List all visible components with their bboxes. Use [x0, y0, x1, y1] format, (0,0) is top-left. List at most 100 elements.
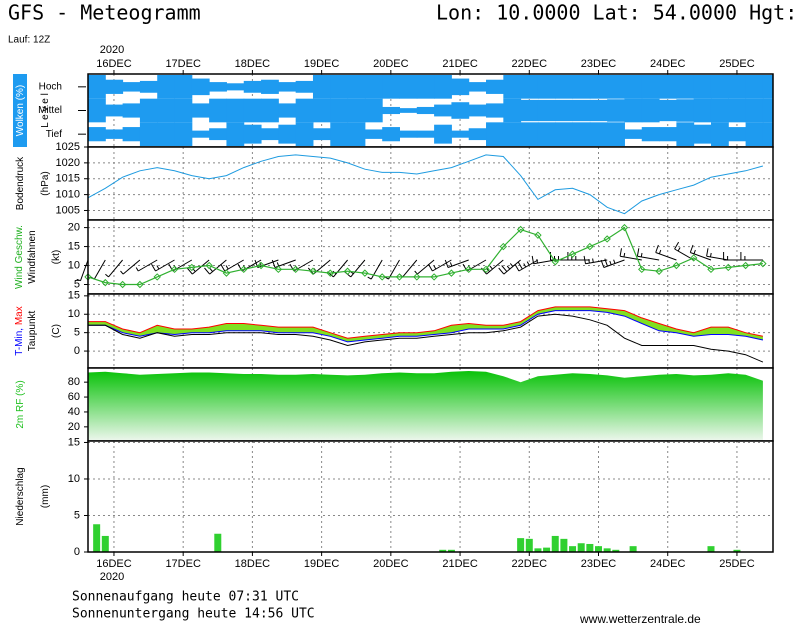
wind-marker	[309, 267, 317, 275]
y-tick-label: 15	[68, 290, 80, 302]
y-tick-label: 1020	[56, 157, 80, 169]
x-tick-label: 24DEC	[650, 558, 686, 570]
cloud-cell	[278, 103, 297, 118]
y-axis-label: (hPa)	[40, 171, 51, 195]
x-tick-label: 20DEC	[373, 58, 409, 70]
year-bottom: 2020	[100, 571, 124, 583]
wind-marker	[205, 261, 213, 270]
wind-marker	[689, 254, 698, 262]
y-tick-label: 60	[68, 391, 80, 403]
y-axis-label: L e v e l	[40, 93, 51, 128]
cloud-cell	[399, 75, 418, 99]
cloud-cell	[641, 127, 660, 142]
cloud-cell	[105, 79, 124, 94]
y-axis-label: (C)	[51, 324, 62, 338]
cloud-cell	[191, 103, 210, 118]
y-axis-label: Bodendruck	[15, 156, 26, 210]
wind-marker	[118, 280, 127, 289]
y-tick-label: 10	[68, 308, 80, 320]
y-tick-label: 5	[74, 278, 80, 290]
cloud-cell	[139, 80, 158, 93]
cloud-cell	[226, 122, 245, 146]
cloud-cell	[676, 122, 695, 146]
cloud-cell	[762, 75, 774, 99]
cloud-cell	[537, 75, 556, 99]
y-axis-label-part: (mm)	[40, 485, 51, 508]
x-tick-label: 17DEC	[165, 58, 201, 70]
cloud-cell	[347, 122, 366, 146]
y-tick-label: 0	[74, 546, 80, 558]
title: GFS - Meteogramm	[8, 1, 201, 25]
cloud-cell	[278, 124, 297, 144]
wind-marker	[188, 263, 196, 272]
temperature-line	[88, 310, 764, 343]
cloud-cell	[693, 98, 712, 123]
cloud-cell	[624, 98, 643, 123]
cloud-cell	[589, 122, 608, 146]
x-tick-label: 21DEC	[442, 58, 478, 70]
cloud-cell	[520, 122, 539, 146]
wind-marker	[274, 265, 283, 274]
wind-marker	[672, 261, 681, 270]
cloud-cell	[122, 103, 141, 118]
cloud-cell	[243, 80, 262, 93]
wind-barb	[76, 259, 89, 282]
wind-barb	[135, 259, 158, 272]
level-label: Tief	[46, 129, 63, 140]
precip-bar	[525, 538, 533, 552]
cloud-cell	[139, 98, 158, 123]
y-axis-label-part: (C)	[51, 324, 62, 338]
x-tick-label: 16DEC	[96, 58, 132, 70]
cloud-cell	[693, 124, 712, 144]
source: www.wetterzentrale.de	[579, 612, 701, 625]
y-axis-label-part: Wolken (%)	[15, 85, 26, 137]
precip-bar	[707, 546, 715, 552]
wind-marker	[343, 267, 352, 275]
y-axis-label-part: L e v e l	[40, 93, 51, 128]
cloud-cell	[503, 122, 522, 146]
x-tick-label: 18DEC	[235, 558, 271, 570]
wind-marker	[482, 265, 490, 274]
y-axis-label-part: Wind Geschw.	[14, 225, 25, 289]
pressure-line	[87, 154, 764, 215]
cloud-cell	[157, 98, 176, 123]
wind-marker	[361, 269, 369, 277]
y-tick-label: 5	[74, 509, 80, 521]
cloud-cell	[312, 128, 331, 141]
cloud-cell	[486, 103, 504, 118]
cloud-cell	[676, 99, 695, 122]
cloud-cell	[468, 104, 487, 117]
cloud-cell	[347, 75, 366, 99]
sunset: Sonnenuntergang heute 14:56 UTC	[72, 607, 315, 622]
location: Lon: 10.0000 Lat: 54.0000 Hgt: 2	[436, 1, 800, 25]
precip-bar	[560, 538, 568, 552]
precip-bar	[439, 549, 447, 552]
cloud-cell	[191, 130, 210, 138]
y-tick-label: 0	[74, 345, 80, 357]
wind-marker	[568, 250, 577, 258]
cloud-cell	[312, 75, 331, 99]
wind-barb	[444, 259, 469, 268]
cloud-cell	[295, 122, 314, 146]
precip-bar	[214, 533, 222, 552]
cloud-cell	[520, 99, 539, 122]
y-tick-label: 15	[68, 436, 80, 448]
precip-bar	[586, 543, 594, 552]
cloud-cell	[624, 75, 643, 99]
cloud-cell	[589, 99, 608, 122]
cloud-cell	[105, 129, 124, 139]
x-tick-label: 18DEC	[235, 58, 271, 70]
cloud-cell	[261, 128, 279, 141]
cloud-cell	[364, 75, 383, 99]
precip-bar	[612, 549, 620, 552]
cloud-cell	[226, 98, 245, 123]
cloud-cell	[641, 98, 660, 123]
panel-bg	[88, 147, 773, 220]
precip-bar	[577, 543, 585, 552]
precip-bar	[101, 535, 109, 552]
y-axis-label: (kt)	[51, 250, 62, 264]
precip-bar	[93, 524, 101, 552]
humidity-area	[88, 371, 763, 441]
wind-marker	[170, 265, 179, 274]
